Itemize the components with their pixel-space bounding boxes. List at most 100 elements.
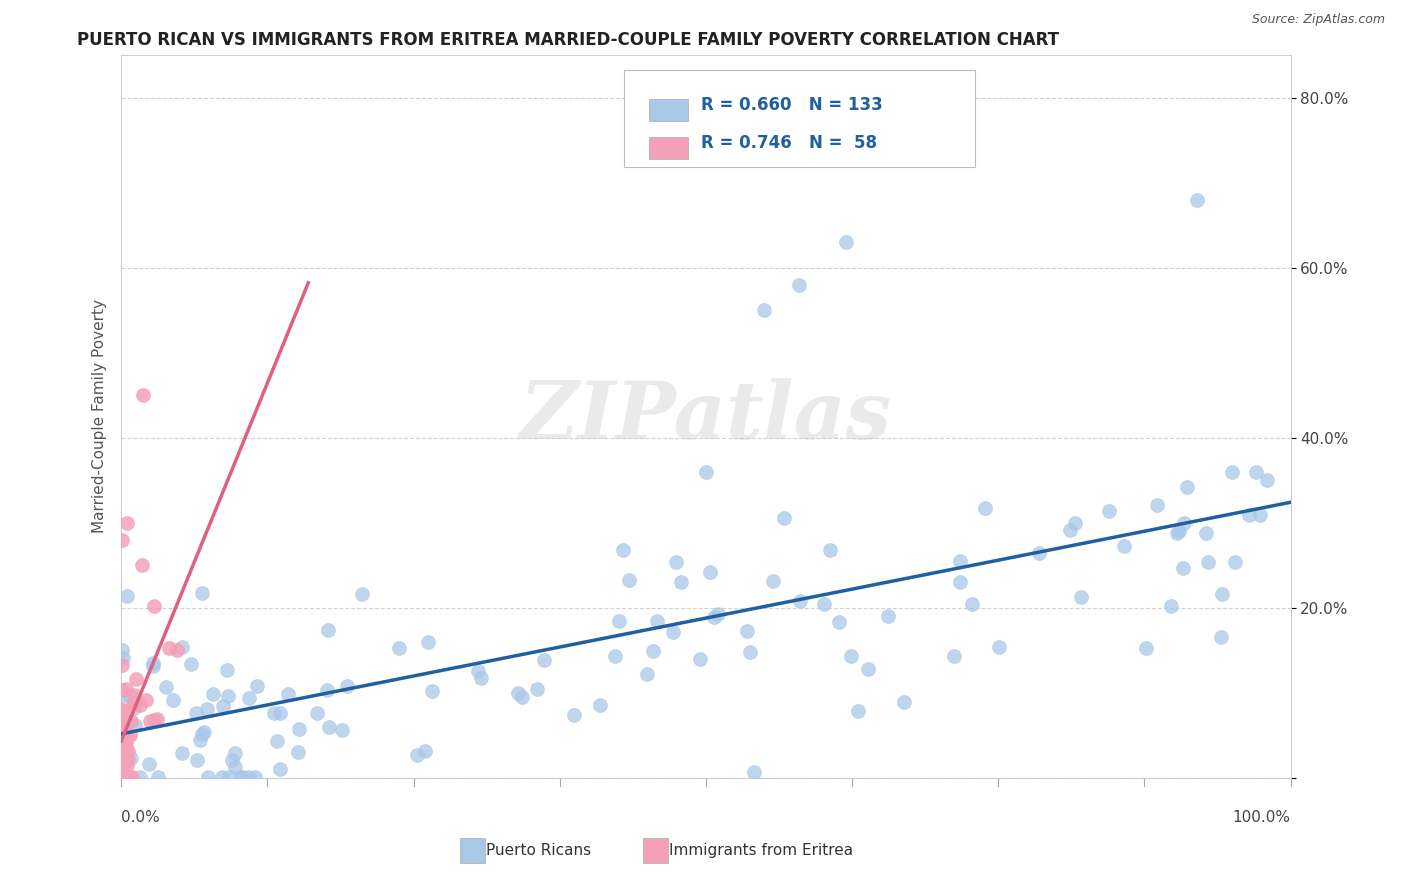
- Point: [111, 682, 134, 697]
- Point: [111, 716, 134, 731]
- Point: [139, 714, 162, 728]
- Point: [112, 730, 135, 744]
- Point: [508, 686, 530, 700]
- Point: [111, 714, 134, 728]
- Point: [277, 687, 299, 701]
- Point: [111, 703, 134, 717]
- Point: [111, 746, 134, 760]
- Point: [533, 653, 555, 667]
- Point: [1166, 526, 1188, 541]
- Point: [180, 657, 202, 671]
- Point: [224, 759, 246, 773]
- Point: [112, 767, 135, 781]
- Point: [142, 599, 165, 613]
- Point: [1070, 590, 1092, 604]
- Point: [269, 706, 291, 720]
- Point: [221, 753, 243, 767]
- Point: [1185, 193, 1208, 207]
- Point: [118, 770, 141, 784]
- Point: [111, 770, 134, 784]
- Text: R = 0.660   N = 133: R = 0.660 N = 133: [702, 96, 883, 114]
- Point: [115, 770, 138, 784]
- Point: [111, 752, 134, 766]
- Point: [121, 770, 143, 784]
- Point: [330, 723, 353, 737]
- Point: [120, 714, 142, 728]
- Point: [1195, 525, 1218, 540]
- Point: [835, 235, 858, 249]
- Point: [124, 696, 146, 710]
- Point: [121, 750, 143, 764]
- Point: [112, 759, 135, 773]
- Point: [305, 706, 328, 720]
- Point: [142, 659, 165, 673]
- Point: [197, 770, 219, 784]
- Point: [1168, 524, 1191, 538]
- Point: [115, 730, 138, 744]
- Point: [737, 624, 759, 638]
- Text: PUERTO RICAN VS IMMIGRANTS FROM ERITREA MARRIED-COUPLE FAMILY POVERTY CORRELATIO: PUERTO RICAN VS IMMIGRANTS FROM ERITREA …: [77, 31, 1059, 49]
- Point: [699, 566, 721, 580]
- Point: [146, 712, 169, 726]
- Text: Immigrants from Eritrea: Immigrants from Eritrea: [669, 844, 853, 858]
- Point: [111, 770, 134, 784]
- Point: [111, 770, 134, 784]
- Point: [949, 554, 972, 568]
- Point: [526, 682, 548, 697]
- Y-axis label: Married-Couple Family Poverty: Married-Couple Family Poverty: [93, 300, 107, 533]
- Point: [607, 614, 630, 628]
- Point: [772, 511, 794, 525]
- Point: [114, 732, 136, 747]
- Point: [943, 648, 966, 663]
- Point: [111, 650, 134, 665]
- Point: [172, 746, 194, 760]
- Point: [336, 679, 359, 693]
- Point: [742, 764, 765, 779]
- Point: [562, 708, 585, 723]
- Point: [846, 704, 869, 718]
- Point: [754, 303, 776, 318]
- Point: [269, 762, 291, 776]
- Point: [111, 755, 134, 769]
- Point: [949, 574, 972, 589]
- Point: [1171, 560, 1194, 574]
- Point: [211, 770, 233, 784]
- Point: [188, 732, 211, 747]
- Point: [218, 770, 240, 784]
- Point: [111, 731, 134, 745]
- Point: [388, 640, 411, 655]
- Point: [856, 662, 879, 676]
- Point: [172, 640, 194, 654]
- Point: [1197, 556, 1219, 570]
- Point: [111, 744, 134, 758]
- Point: [1225, 555, 1247, 569]
- Point: [191, 585, 214, 599]
- Point: [1135, 640, 1157, 655]
- Point: [117, 758, 139, 772]
- Point: [1098, 503, 1121, 517]
- Text: Source: ZipAtlas.com: Source: ZipAtlas.com: [1251, 13, 1385, 27]
- Text: ZIPatlas: ZIPatlas: [520, 377, 891, 455]
- Point: [238, 690, 260, 705]
- Point: [115, 770, 138, 784]
- Point: [115, 736, 138, 750]
- Point: [636, 667, 658, 681]
- Point: [316, 624, 339, 638]
- Point: [193, 724, 215, 739]
- Point: [665, 555, 688, 569]
- Point: [114, 741, 136, 756]
- Point: [987, 640, 1010, 654]
- Point: [224, 747, 246, 761]
- Point: [877, 609, 900, 624]
- Point: [190, 727, 212, 741]
- Point: [1063, 516, 1085, 530]
- Point: [138, 757, 160, 772]
- Point: [406, 748, 429, 763]
- Point: [111, 757, 134, 772]
- Point: [467, 664, 489, 678]
- Point: [695, 465, 717, 479]
- Point: [148, 770, 170, 784]
- Point: [111, 770, 134, 784]
- Point: [288, 722, 311, 736]
- Point: [1256, 473, 1278, 487]
